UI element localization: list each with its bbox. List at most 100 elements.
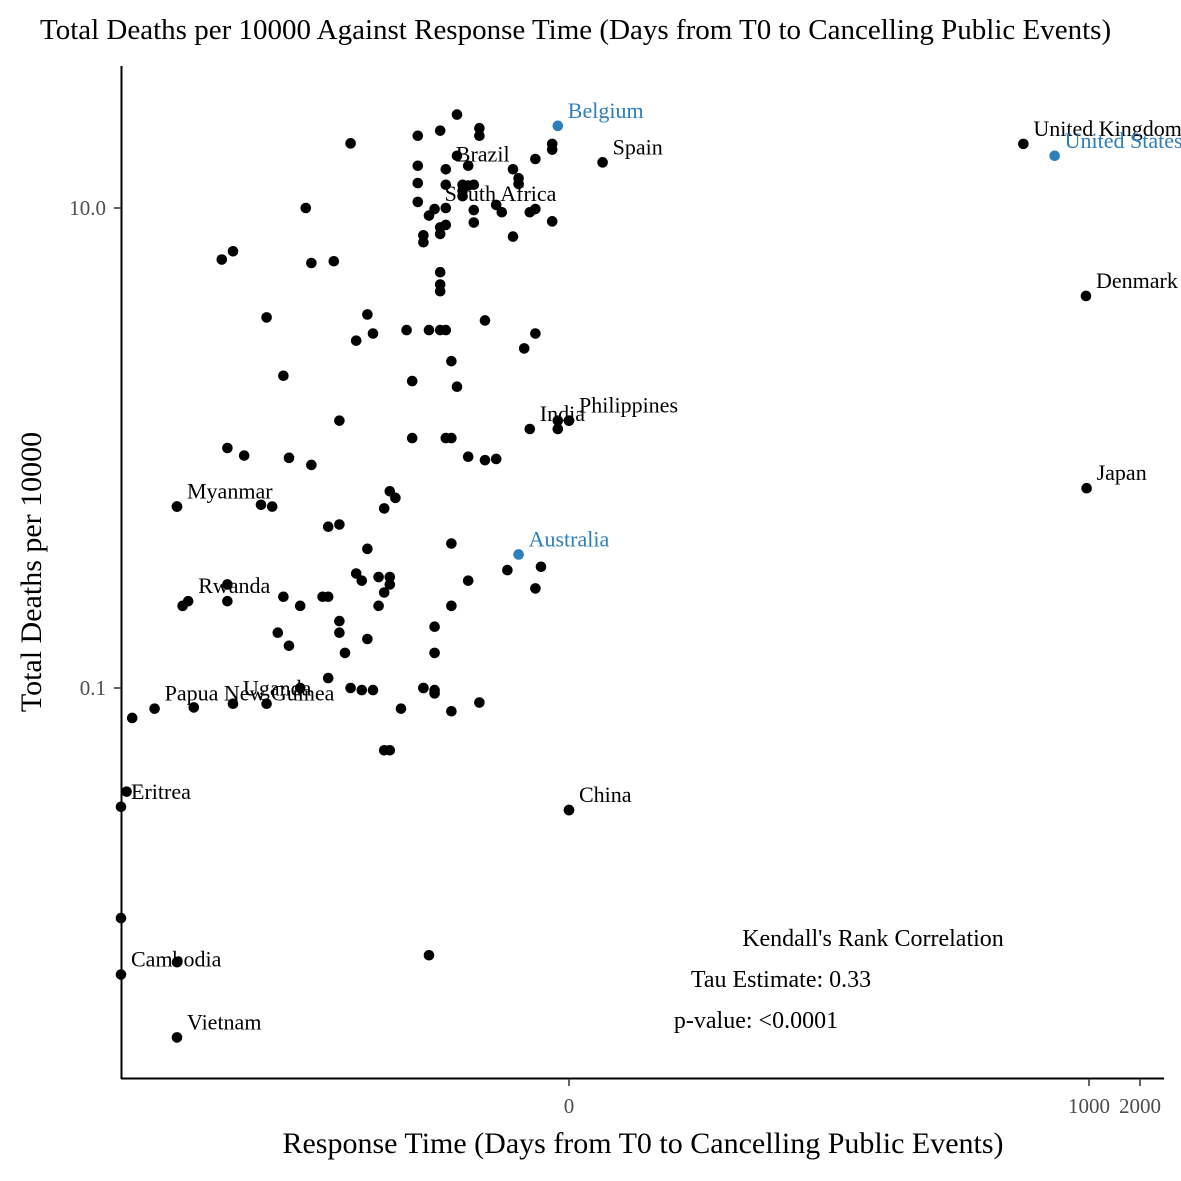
labeled-point xyxy=(227,698,239,710)
point-label: Philippines xyxy=(579,393,678,418)
data-point xyxy=(334,415,345,426)
x-tick-label: 2000 xyxy=(1119,1094,1161,1118)
data-point xyxy=(440,179,452,191)
data-point xyxy=(446,600,457,612)
stat-line-3: p-value: <0.0001 xyxy=(674,1008,838,1034)
data-point xyxy=(530,153,541,165)
data-point xyxy=(126,712,138,724)
data-point xyxy=(468,179,480,191)
data-point xyxy=(227,246,239,257)
x-tick-label: 0 xyxy=(564,1094,575,1118)
labeled-point xyxy=(171,1032,183,1043)
point-label: United Kingdom xyxy=(1033,116,1181,141)
data-point xyxy=(468,217,480,228)
data-point xyxy=(121,786,132,797)
data-point xyxy=(530,203,541,215)
data-point xyxy=(406,375,418,387)
data-point xyxy=(412,130,424,142)
stat-line-2: Tau Estimate: 0.33 xyxy=(691,967,871,993)
data-point xyxy=(222,442,233,454)
labeled-point xyxy=(115,801,127,813)
data-point xyxy=(384,745,396,756)
y-tick-label: 0.1 xyxy=(80,676,106,700)
point-label: Denmark xyxy=(1096,268,1178,293)
data-point xyxy=(535,561,547,573)
data-point xyxy=(462,575,474,586)
stat-line-1: Kendall's Rank Correlation xyxy=(742,926,1004,952)
data-point xyxy=(446,432,457,444)
data-point xyxy=(266,501,278,512)
point-label: China xyxy=(579,782,632,807)
data-point xyxy=(115,912,127,924)
data-point xyxy=(378,503,390,514)
data-point xyxy=(507,231,519,242)
data-point xyxy=(300,202,312,214)
data-point xyxy=(261,312,272,323)
point-label: Japan xyxy=(1097,460,1147,485)
data-point xyxy=(429,684,440,696)
point-label: Vietnam xyxy=(187,1009,261,1034)
data-point xyxy=(278,370,289,382)
point-label: Myanmar xyxy=(187,479,273,504)
labeled-point xyxy=(440,163,452,175)
data-point xyxy=(479,454,491,466)
data-points xyxy=(115,109,1092,1043)
data-point xyxy=(462,451,474,462)
data-point xyxy=(446,705,457,717)
labeled-point xyxy=(1049,150,1060,162)
data-point xyxy=(479,315,491,326)
data-point xyxy=(440,202,452,214)
labeled-point xyxy=(1080,290,1092,302)
data-point xyxy=(272,627,284,638)
data-point xyxy=(446,538,457,549)
data-point xyxy=(384,579,396,590)
data-point xyxy=(490,453,502,465)
data-point xyxy=(502,564,513,576)
data-point xyxy=(345,138,356,149)
y-axis-title: Total Deaths per 10000 xyxy=(15,432,48,712)
data-point xyxy=(362,633,373,645)
x-tick-label: 1000 xyxy=(1068,1094,1110,1118)
data-point xyxy=(238,450,250,461)
data-point xyxy=(418,682,429,694)
data-point xyxy=(507,163,519,175)
data-point xyxy=(518,343,530,354)
point-label: South Africa xyxy=(445,181,557,206)
data-point xyxy=(216,254,228,265)
data-point xyxy=(440,324,452,336)
data-point xyxy=(418,229,429,241)
data-point xyxy=(530,328,541,339)
data-point xyxy=(378,587,390,598)
data-point xyxy=(462,160,474,172)
data-point xyxy=(474,130,485,142)
data-point xyxy=(446,355,457,367)
data-point xyxy=(339,647,351,659)
data-point xyxy=(496,206,508,218)
point-label: Rwanda xyxy=(198,573,270,598)
labeled-point xyxy=(1018,138,1029,150)
data-point xyxy=(350,568,362,579)
data-point xyxy=(552,415,564,426)
data-point xyxy=(401,324,412,336)
data-point xyxy=(390,492,401,504)
data-point xyxy=(434,266,446,278)
data-point xyxy=(546,144,558,155)
point-label: Papua New Guinea xyxy=(165,681,335,706)
data-point xyxy=(513,178,524,190)
data-point xyxy=(373,600,384,612)
axis-ticks: 0 1000 2000 10.0 0.1 xyxy=(69,196,1161,1118)
data-point xyxy=(367,328,379,339)
data-point xyxy=(406,432,418,444)
data-point xyxy=(412,177,424,189)
data-point xyxy=(474,697,485,708)
data-point xyxy=(552,423,564,435)
data-point xyxy=(474,122,485,134)
data-point xyxy=(395,703,407,714)
data-point xyxy=(306,459,317,471)
labeled-point xyxy=(552,120,564,132)
labeled-point xyxy=(171,501,183,512)
data-point xyxy=(350,335,362,346)
data-point xyxy=(451,381,463,393)
